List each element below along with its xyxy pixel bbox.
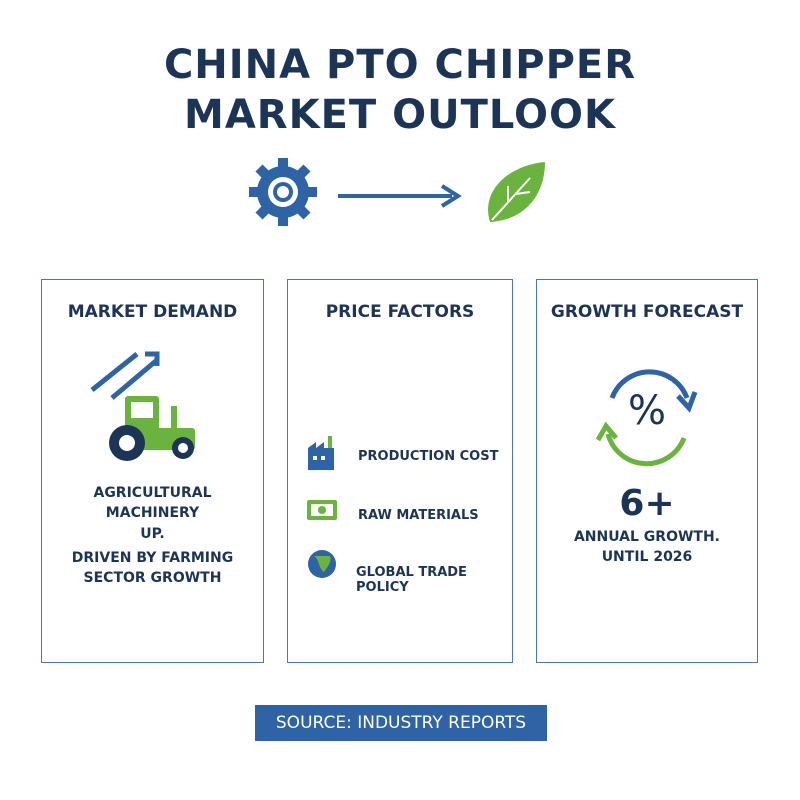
card: GROWTH FORECAST % 6+ ANNUAL GROWTH. UNTI… — [536, 279, 758, 663]
title-line: CHINA PTO CHIPPER — [163, 42, 637, 88]
title-line: MARKET OUTLOOK — [184, 92, 616, 138]
card-text: UNTIL 2026 — [601, 549, 693, 565]
card-text: ANNUAL GROWTH. — [573, 529, 721, 545]
header-icons — [249, 158, 545, 226]
card-text: MACHINERY — [105, 505, 200, 521]
factor-label: GLOBAL TRADE POLICY — [356, 565, 467, 595]
cycle-icon — [595, 369, 698, 467]
card: MARKET DEMAND AGRICULTURAL MACHINERY UP.… — [41, 279, 264, 663]
card-text: UP. — [140, 526, 165, 542]
factor-label: RAW MATERIALS — [358, 508, 479, 523]
card-title: MARKET DEMAND — [67, 302, 238, 322]
growth-figure: 6+ — [619, 483, 675, 524]
card-text: AGRICULTURAL — [93, 485, 212, 501]
card: PRICE FACTORS PRODUCTION COST RAW MATERI… — [287, 279, 513, 663]
source-box: SOURCE: INDUSTRY REPORTS — [255, 705, 547, 741]
card-text: DRIVEN BY FARMING — [71, 550, 234, 566]
card-title: PRICE FACTORS — [325, 302, 475, 322]
factor-icons — [307, 436, 337, 578]
tractor-icon — [90, 351, 195, 461]
percent-symbol: % — [627, 388, 666, 434]
card-text: SECTOR GROWTH — [83, 570, 222, 586]
factor-label: PRODUCTION COST — [358, 449, 499, 464]
card-title: GROWTH FORECAST — [550, 302, 744, 322]
